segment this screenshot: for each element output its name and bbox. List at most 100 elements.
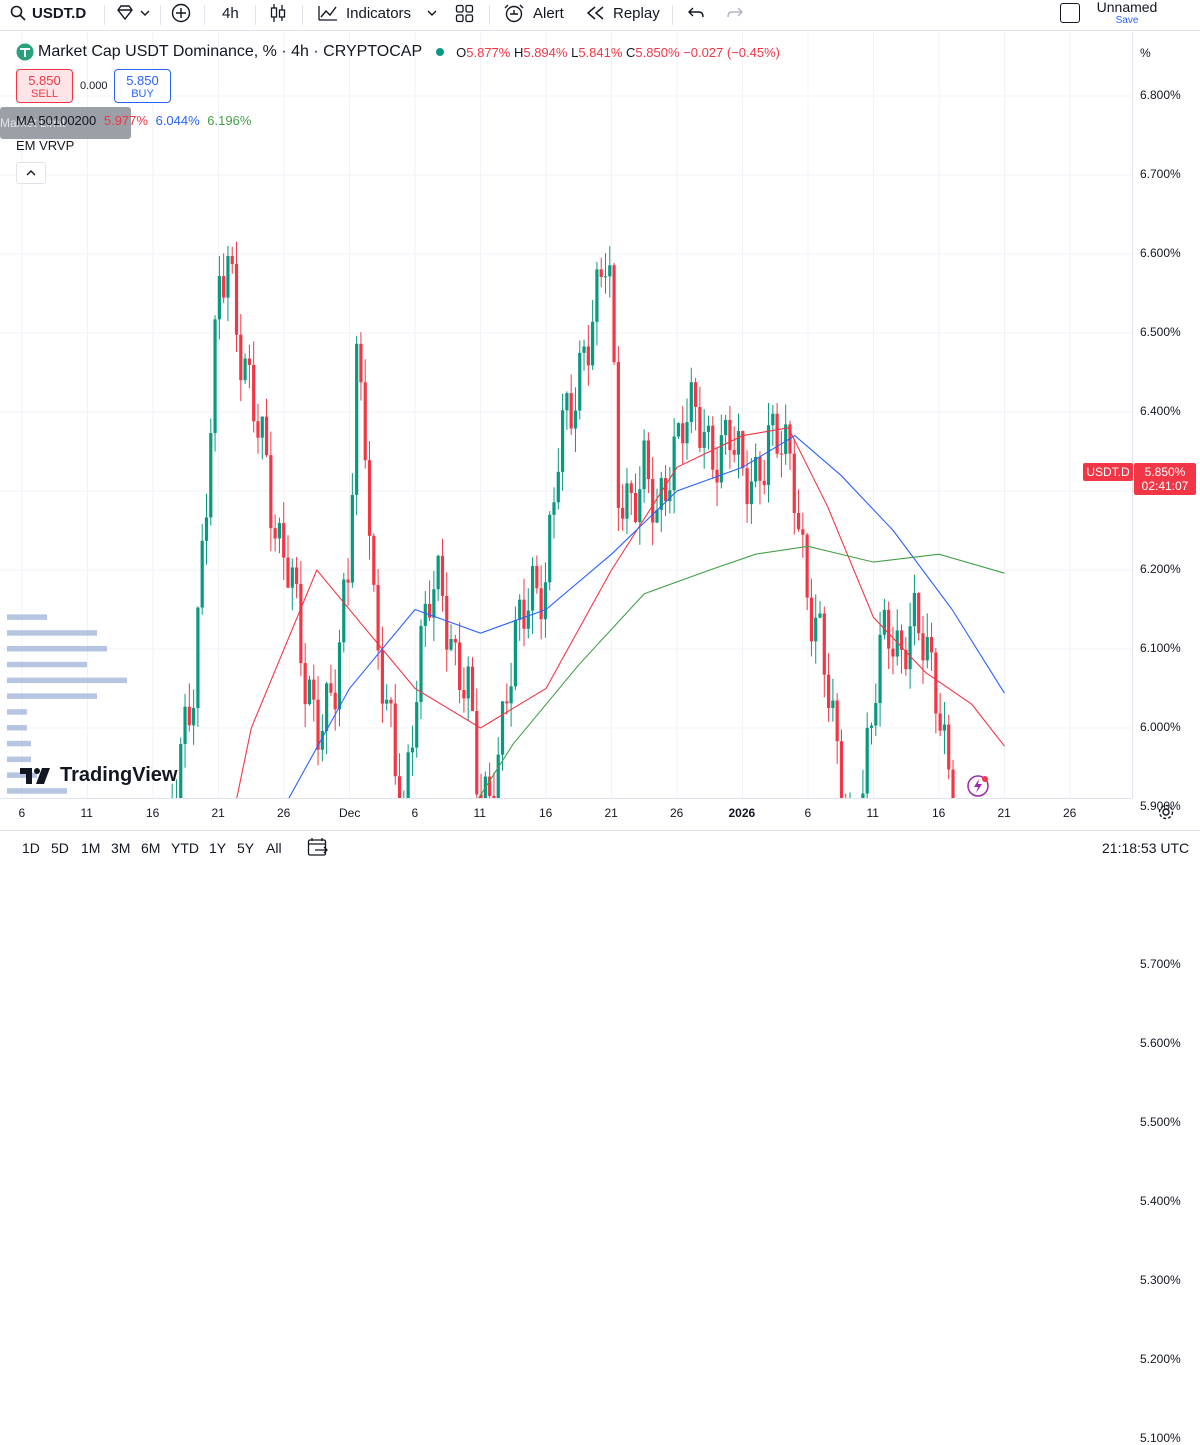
ma50-line (236, 427, 1005, 798)
symbol-price-badge: USDT.D (1083, 463, 1133, 481)
price-tick-label: 6.600% (1140, 246, 1181, 260)
sell-button[interactable]: 5.850 SELL (16, 69, 73, 103)
volume-profile-bar (7, 725, 27, 731)
layout-name-button[interactable]: Unnamed Save (1094, 0, 1160, 28)
divider (204, 5, 205, 25)
buy-button[interactable]: 5.850 BUY (114, 69, 171, 103)
candle-body (282, 523, 286, 558)
price-axis-unit: % (1140, 46, 1151, 60)
candle-body (711, 425, 715, 470)
utc-clock[interactable]: 21:18:53 UTC (1102, 840, 1190, 856)
range-button-1m[interactable]: 1M (81, 840, 101, 856)
range-button-ytd[interactable]: YTD (171, 840, 199, 856)
time-tick-label: 16 (146, 806, 160, 820)
goto-date-button[interactable] (307, 837, 329, 862)
layout-checkbox[interactable] (1060, 0, 1080, 26)
volume-profile-bar (7, 614, 47, 620)
candle-body (582, 346, 586, 353)
candle-body (882, 609, 886, 635)
order-panel-overlay[interactable] (0, 107, 131, 139)
candle-body (436, 555, 440, 590)
range-button-3m[interactable]: 3M (111, 840, 131, 856)
notification-bolt-button[interactable] (966, 774, 990, 798)
candle-body (385, 699, 389, 704)
candle-body (539, 588, 543, 620)
symbol-search[interactable]: USDT.D (10, 0, 86, 26)
low-value: 5.841% (578, 44, 623, 60)
chart-type-button[interactable] (269, 0, 287, 26)
range-button-all[interactable]: All (266, 840, 282, 856)
candle-body (470, 666, 475, 711)
volume-profile-bar (7, 630, 97, 636)
candle-body (187, 706, 191, 726)
replay-button[interactable]: Replay (586, 0, 660, 26)
interval-label: 4h (222, 4, 239, 22)
range-button-5d[interactable]: 5D (51, 840, 69, 856)
candle-body (509, 686, 513, 704)
price-tick-label: 6.100% (1140, 641, 1181, 655)
candle-body (887, 609, 891, 649)
range-button-1d[interactable]: 1D (22, 840, 40, 856)
candle-body (264, 416, 269, 456)
candle-body (805, 534, 809, 598)
divider (489, 5, 490, 25)
candle-body (359, 343, 363, 383)
price-chart[interactable] (0, 32, 1132, 798)
interval-button[interactable]: 4h (222, 0, 239, 26)
price-axis[interactable] (1132, 32, 1200, 798)
templates-button[interactable] (455, 0, 474, 26)
time-tick-label: 21 (604, 806, 618, 820)
candle-body (745, 468, 749, 505)
candle-body (432, 589, 436, 618)
candle-body (496, 754, 500, 798)
candle-body (222, 276, 226, 298)
candle-body (693, 382, 698, 408)
range-button-5y[interactable]: 5Y (237, 840, 255, 856)
candle-body (239, 334, 243, 381)
candle-body (273, 528, 277, 539)
indicators-dropdown[interactable] (426, 0, 438, 26)
candle-body (736, 430, 741, 455)
candle-body (929, 636, 934, 653)
indicators-button[interactable]: Indicators (317, 0, 411, 26)
moving-average-lines (236, 427, 1005, 798)
candle-body (934, 652, 938, 714)
time-tick-label: 16 (932, 806, 946, 820)
volume-profile-bar (7, 677, 127, 684)
candle-body (771, 413, 775, 426)
volume-profile-bar (7, 772, 37, 778)
candle-body (676, 423, 681, 437)
candle-body (625, 483, 629, 519)
candle-body (556, 471, 560, 503)
candle-body (792, 453, 796, 514)
chart-settings-button[interactable] (1157, 803, 1177, 823)
candle-body (552, 502, 556, 515)
plus-circle-icon (171, 3, 191, 23)
collapse-legend-button[interactable] (16, 162, 46, 184)
range-button-6m[interactable]: 6M (141, 840, 161, 856)
watchlist-button[interactable] (116, 0, 151, 26)
undo-button[interactable] (687, 0, 705, 26)
order-panel-text: Market Limit (0, 116, 66, 130)
open-value: 5.877% (466, 44, 511, 60)
candle-body (758, 456, 762, 481)
candle-body (912, 593, 917, 627)
divider (104, 5, 105, 25)
range-button-1y[interactable]: 1Y (209, 840, 227, 856)
time-axis[interactable] (0, 798, 1132, 829)
candle-body (801, 529, 805, 535)
chevron-up-icon (26, 170, 36, 176)
candle-body (663, 478, 668, 502)
compare-button[interactable] (171, 0, 191, 26)
candle-body (732, 450, 736, 455)
candle-body (217, 276, 221, 320)
alert-button[interactable]: Alert (503, 0, 564, 26)
candle-body (899, 630, 904, 650)
indicators-label: Indicators (346, 4, 412, 22)
ma-legend[interactable]: MA 50100200 5.977% 6.044% 6.196% (16, 113, 251, 128)
candle-body (629, 483, 633, 493)
ema-legend[interactable]: EM VRVP (16, 138, 75, 153)
price-tick-label: 6.400% (1140, 404, 1181, 418)
redo-button[interactable] (726, 0, 744, 26)
divider (160, 5, 161, 25)
